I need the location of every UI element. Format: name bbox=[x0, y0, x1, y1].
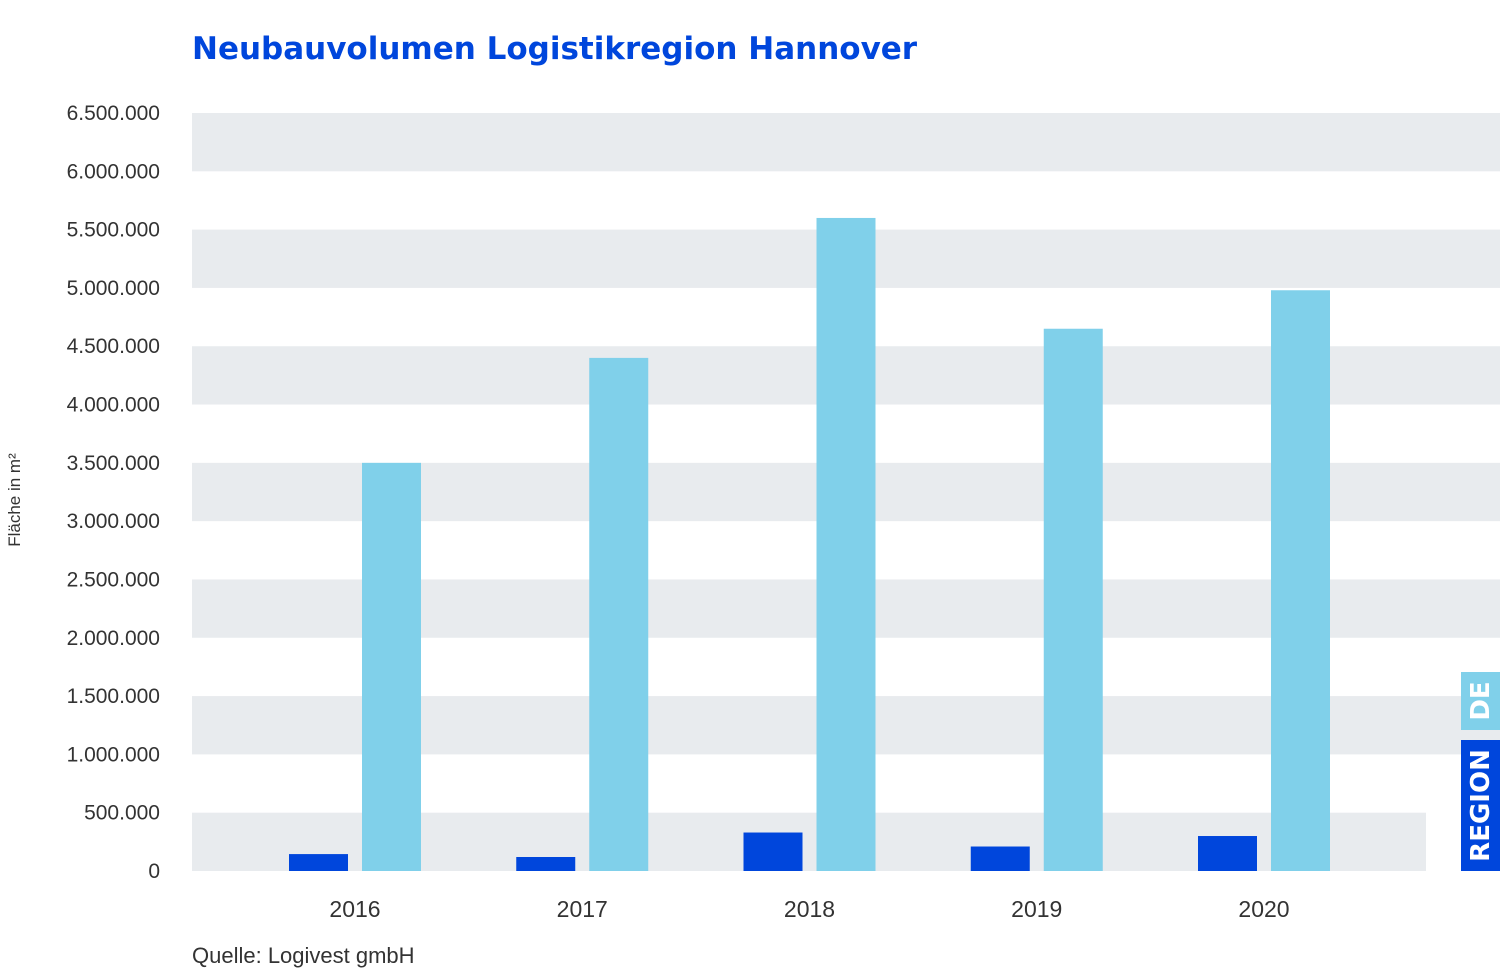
y-tick-label: 4.000.000 bbox=[67, 394, 160, 417]
bar-region-2019 bbox=[970, 846, 1030, 871]
bar-de-2018 bbox=[816, 217, 876, 871]
legend: DE REGION bbox=[1461, 672, 1500, 871]
x-tick-label: 2019 bbox=[1011, 896, 1062, 922]
bar-de-2020 bbox=[1271, 290, 1330, 871]
x-tick-label: 2020 bbox=[1238, 896, 1289, 922]
y-tick-label: 1.000.000 bbox=[67, 743, 160, 766]
y-tick-label: 1.500.000 bbox=[67, 685, 160, 708]
bar-de-2017 bbox=[589, 357, 649, 871]
y-axis-ticks: 0 500.000 1.000.000 1.500.000 2.000.000 2.500… bbox=[67, 102, 160, 883]
y-tick-label: 0 bbox=[148, 860, 160, 883]
bar-region-2017 bbox=[516, 857, 576, 871]
y-axis-label: Fläche in m² bbox=[5, 453, 24, 547]
y-tick-label: 5.000.000 bbox=[67, 277, 160, 300]
y-tick-label: 2.500.000 bbox=[67, 568, 160, 591]
y-tick-label: 6.000.000 bbox=[67, 160, 160, 183]
bar-region-2018 bbox=[743, 832, 803, 871]
y-tick-label: 3.000.000 bbox=[67, 510, 160, 533]
y-tick-label: 4.500.000 bbox=[67, 335, 160, 358]
chart-title: Neubauvolumen Logistikregion Hannover bbox=[192, 31, 918, 67]
legend-swatch bbox=[1461, 672, 1500, 730]
bar-de-2019 bbox=[1043, 328, 1103, 871]
bar-region-2016 bbox=[289, 854, 348, 871]
x-tick-label: 2016 bbox=[329, 896, 380, 922]
y-tick-label: 6.500.000 bbox=[67, 102, 160, 125]
y-tick-label: 3.500.000 bbox=[67, 452, 160, 475]
bars bbox=[289, 217, 1330, 871]
bar-region-2020 bbox=[1198, 836, 1257, 871]
legend-item-de: DE bbox=[1461, 672, 1500, 730]
source-note: Quelle: Logivest gmbH bbox=[192, 943, 415, 968]
x-tick-label: 2017 bbox=[557, 896, 608, 922]
y-tick-label: 2.000.000 bbox=[67, 627, 160, 650]
legend-label: REGION bbox=[1466, 749, 1496, 862]
legend-label: DE bbox=[1466, 681, 1496, 720]
bar-de-2016 bbox=[362, 462, 421, 871]
legend-swatch bbox=[1461, 740, 1500, 871]
legend-item-region: REGION bbox=[1461, 740, 1500, 871]
grid-band bbox=[192, 113, 1500, 172]
y-tick-label: 500.000 bbox=[84, 802, 160, 825]
y-tick-label: 5.500.000 bbox=[67, 219, 160, 242]
x-axis-ticks: 2016 2017 2018 2019 2020 bbox=[329, 896, 1289, 922]
x-tick-label: 2018 bbox=[784, 896, 835, 922]
